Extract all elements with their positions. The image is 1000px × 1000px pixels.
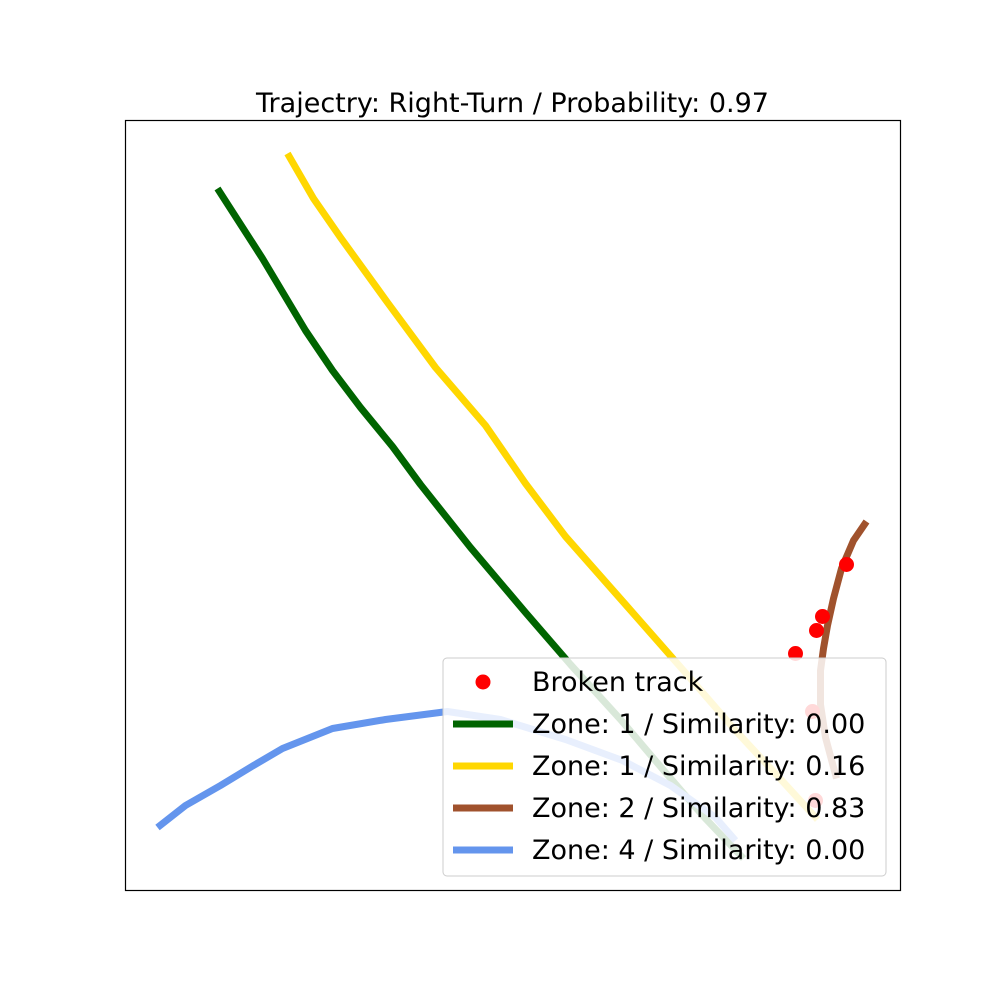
broken-track-point-6 [839, 557, 854, 572]
legend-label-zone1-sim000: Zone: 1 / Similarity: 0.00 [532, 709, 865, 740]
legend-marker-broken-track [475, 674, 491, 690]
broken-track-point-5 [815, 609, 830, 624]
legend-label-zone2-sim083: Zone: 2 / Similarity: 0.83 [532, 793, 865, 824]
legend: Broken track Zone: 1 / Similarity: 0.00 … [442, 657, 887, 877]
legend-label-broken-track: Broken track [532, 667, 704, 698]
legend-label-zone1-sim016: Zone: 1 / Similarity: 0.16 [532, 751, 865, 782]
legend-frame [442, 657, 887, 877]
chart-title: Trajectry: Right-Turn / Probability: 0.9… [255, 88, 769, 119]
broken-track-point-3 [788, 646, 803, 661]
broken-track-point-4 [809, 623, 824, 638]
legend-label-zone4-sim000: Zone: 4 / Similarity: 0.00 [532, 835, 865, 866]
